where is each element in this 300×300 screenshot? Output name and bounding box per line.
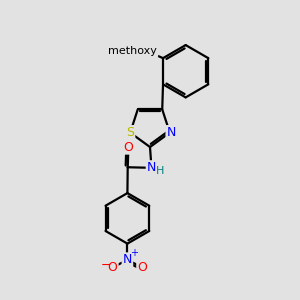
Text: S: S [126,126,134,139]
Text: H: H [156,167,165,176]
Text: methoxy: methoxy [130,50,136,52]
Text: methoxy: methoxy [108,46,157,56]
Text: N: N [147,161,156,174]
Text: methoxy: methoxy [130,50,136,52]
Text: O: O [123,140,133,154]
Text: O: O [108,261,118,274]
Text: −: − [100,260,111,272]
Text: N: N [123,254,132,266]
Text: methoxy: methoxy [129,50,135,52]
Text: O: O [137,261,147,274]
Text: methoxy: methoxy [133,50,139,51]
Text: methoxy: methoxy [133,50,139,51]
Text: O: O [143,45,153,58]
Text: N: N [167,126,176,139]
Text: +: + [130,248,138,258]
